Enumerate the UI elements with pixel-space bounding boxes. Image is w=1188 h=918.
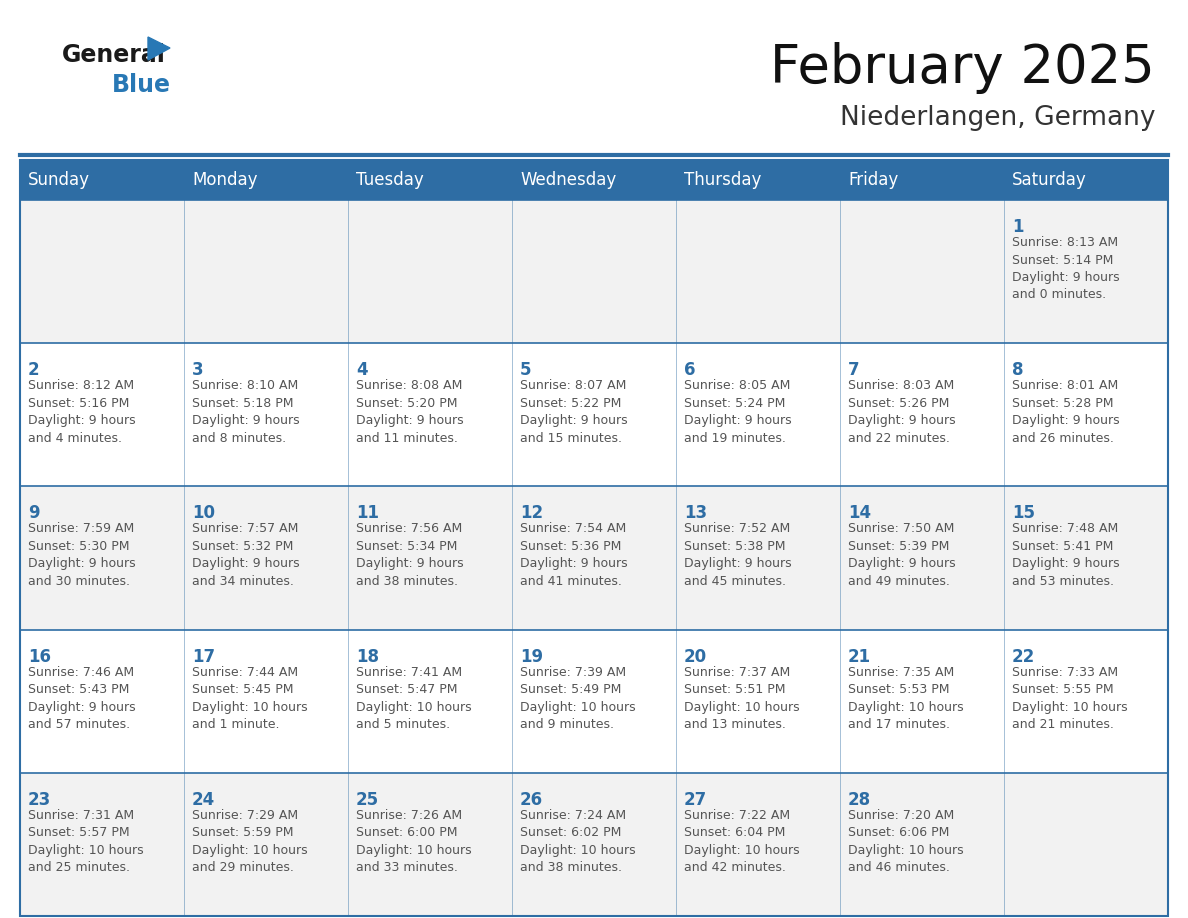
Text: Sunrise: 8:13 AM
Sunset: 5:14 PM
Daylight: 9 hours
and 0 minutes.: Sunrise: 8:13 AM Sunset: 5:14 PM Dayligh… bbox=[1012, 236, 1119, 301]
Text: 11: 11 bbox=[356, 504, 379, 522]
Bar bbox=[20, 160, 1168, 200]
Text: Friday: Friday bbox=[848, 171, 898, 189]
Text: Sunrise: 7:31 AM
Sunset: 5:57 PM
Daylight: 10 hours
and 25 minutes.: Sunrise: 7:31 AM Sunset: 5:57 PM Dayligh… bbox=[29, 809, 144, 874]
Text: Sunrise: 7:35 AM
Sunset: 5:53 PM
Daylight: 10 hours
and 17 minutes.: Sunrise: 7:35 AM Sunset: 5:53 PM Dayligh… bbox=[848, 666, 963, 731]
Text: 9: 9 bbox=[29, 504, 39, 522]
Text: 1: 1 bbox=[1012, 218, 1024, 236]
Text: 14: 14 bbox=[848, 504, 871, 522]
Bar bbox=[20, 160, 1168, 916]
Text: Sunrise: 7:20 AM
Sunset: 6:06 PM
Daylight: 10 hours
and 46 minutes.: Sunrise: 7:20 AM Sunset: 6:06 PM Dayligh… bbox=[848, 809, 963, 874]
Text: Sunrise: 7:54 AM
Sunset: 5:36 PM
Daylight: 9 hours
and 41 minutes.: Sunrise: 7:54 AM Sunset: 5:36 PM Dayligh… bbox=[520, 522, 627, 588]
Text: 3: 3 bbox=[192, 361, 203, 379]
Text: 28: 28 bbox=[848, 790, 871, 809]
Text: Sunrise: 7:33 AM
Sunset: 5:55 PM
Daylight: 10 hours
and 21 minutes.: Sunrise: 7:33 AM Sunset: 5:55 PM Dayligh… bbox=[1012, 666, 1127, 731]
Text: 5: 5 bbox=[520, 361, 531, 379]
Text: 23: 23 bbox=[29, 790, 51, 809]
Text: Sunday: Sunday bbox=[29, 171, 90, 189]
Text: 7: 7 bbox=[848, 361, 860, 379]
Text: Sunrise: 8:07 AM
Sunset: 5:22 PM
Daylight: 9 hours
and 15 minutes.: Sunrise: 8:07 AM Sunset: 5:22 PM Dayligh… bbox=[520, 379, 627, 444]
Text: Sunrise: 7:22 AM
Sunset: 6:04 PM
Daylight: 10 hours
and 42 minutes.: Sunrise: 7:22 AM Sunset: 6:04 PM Dayligh… bbox=[684, 809, 800, 874]
Bar bbox=[20, 343, 1168, 487]
Text: 15: 15 bbox=[1012, 504, 1035, 522]
Bar bbox=[20, 630, 1168, 773]
Text: 13: 13 bbox=[684, 504, 707, 522]
Text: Saturday: Saturday bbox=[1012, 171, 1087, 189]
Text: 26: 26 bbox=[520, 790, 543, 809]
Text: Sunrise: 7:29 AM
Sunset: 5:59 PM
Daylight: 10 hours
and 29 minutes.: Sunrise: 7:29 AM Sunset: 5:59 PM Dayligh… bbox=[192, 809, 308, 874]
Text: 17: 17 bbox=[192, 647, 215, 666]
Text: 8: 8 bbox=[1012, 361, 1024, 379]
Text: Sunrise: 7:57 AM
Sunset: 5:32 PM
Daylight: 9 hours
and 34 minutes.: Sunrise: 7:57 AM Sunset: 5:32 PM Dayligh… bbox=[192, 522, 299, 588]
Text: Sunrise: 7:41 AM
Sunset: 5:47 PM
Daylight: 10 hours
and 5 minutes.: Sunrise: 7:41 AM Sunset: 5:47 PM Dayligh… bbox=[356, 666, 472, 731]
Text: Sunrise: 8:05 AM
Sunset: 5:24 PM
Daylight: 9 hours
and 19 minutes.: Sunrise: 8:05 AM Sunset: 5:24 PM Dayligh… bbox=[684, 379, 791, 444]
Text: Monday: Monday bbox=[192, 171, 258, 189]
Text: Niederlangen, Germany: Niederlangen, Germany bbox=[840, 105, 1155, 131]
Bar bbox=[20, 773, 1168, 916]
Text: Sunrise: 7:39 AM
Sunset: 5:49 PM
Daylight: 10 hours
and 9 minutes.: Sunrise: 7:39 AM Sunset: 5:49 PM Dayligh… bbox=[520, 666, 636, 731]
Text: Blue: Blue bbox=[112, 73, 171, 97]
Text: 21: 21 bbox=[848, 647, 871, 666]
Text: Sunrise: 7:48 AM
Sunset: 5:41 PM
Daylight: 9 hours
and 53 minutes.: Sunrise: 7:48 AM Sunset: 5:41 PM Dayligh… bbox=[1012, 522, 1119, 588]
Text: 24: 24 bbox=[192, 790, 215, 809]
Text: 12: 12 bbox=[520, 504, 543, 522]
Text: Sunrise: 7:50 AM
Sunset: 5:39 PM
Daylight: 9 hours
and 49 minutes.: Sunrise: 7:50 AM Sunset: 5:39 PM Dayligh… bbox=[848, 522, 955, 588]
Text: Sunrise: 7:26 AM
Sunset: 6:00 PM
Daylight: 10 hours
and 33 minutes.: Sunrise: 7:26 AM Sunset: 6:00 PM Dayligh… bbox=[356, 809, 472, 874]
Text: Sunrise: 7:24 AM
Sunset: 6:02 PM
Daylight: 10 hours
and 38 minutes.: Sunrise: 7:24 AM Sunset: 6:02 PM Dayligh… bbox=[520, 809, 636, 874]
Bar bbox=[20, 487, 1168, 630]
Polygon shape bbox=[148, 37, 170, 60]
Text: 19: 19 bbox=[520, 647, 543, 666]
Text: 6: 6 bbox=[684, 361, 695, 379]
Text: Sunrise: 7:46 AM
Sunset: 5:43 PM
Daylight: 9 hours
and 57 minutes.: Sunrise: 7:46 AM Sunset: 5:43 PM Dayligh… bbox=[29, 666, 135, 731]
Text: Sunrise: 8:12 AM
Sunset: 5:16 PM
Daylight: 9 hours
and 4 minutes.: Sunrise: 8:12 AM Sunset: 5:16 PM Dayligh… bbox=[29, 379, 135, 444]
Text: Sunrise: 7:59 AM
Sunset: 5:30 PM
Daylight: 9 hours
and 30 minutes.: Sunrise: 7:59 AM Sunset: 5:30 PM Dayligh… bbox=[29, 522, 135, 588]
Text: 20: 20 bbox=[684, 647, 707, 666]
Bar bbox=[20, 200, 1168, 343]
Text: 16: 16 bbox=[29, 647, 51, 666]
Text: 2: 2 bbox=[29, 361, 39, 379]
Text: Sunrise: 8:03 AM
Sunset: 5:26 PM
Daylight: 9 hours
and 22 minutes.: Sunrise: 8:03 AM Sunset: 5:26 PM Dayligh… bbox=[848, 379, 955, 444]
Text: Sunrise: 7:37 AM
Sunset: 5:51 PM
Daylight: 10 hours
and 13 minutes.: Sunrise: 7:37 AM Sunset: 5:51 PM Dayligh… bbox=[684, 666, 800, 731]
Text: 10: 10 bbox=[192, 504, 215, 522]
Text: Thursday: Thursday bbox=[684, 171, 762, 189]
Text: Sunrise: 8:10 AM
Sunset: 5:18 PM
Daylight: 9 hours
and 8 minutes.: Sunrise: 8:10 AM Sunset: 5:18 PM Dayligh… bbox=[192, 379, 299, 444]
Text: 4: 4 bbox=[356, 361, 367, 379]
Text: 27: 27 bbox=[684, 790, 707, 809]
Text: February 2025: February 2025 bbox=[770, 42, 1155, 94]
Text: 25: 25 bbox=[356, 790, 379, 809]
Text: Tuesday: Tuesday bbox=[356, 171, 424, 189]
Text: Sunrise: 8:01 AM
Sunset: 5:28 PM
Daylight: 9 hours
and 26 minutes.: Sunrise: 8:01 AM Sunset: 5:28 PM Dayligh… bbox=[1012, 379, 1119, 444]
Text: Sunrise: 7:56 AM
Sunset: 5:34 PM
Daylight: 9 hours
and 38 minutes.: Sunrise: 7:56 AM Sunset: 5:34 PM Dayligh… bbox=[356, 522, 463, 588]
Text: General: General bbox=[62, 43, 166, 67]
Text: Sunrise: 8:08 AM
Sunset: 5:20 PM
Daylight: 9 hours
and 11 minutes.: Sunrise: 8:08 AM Sunset: 5:20 PM Dayligh… bbox=[356, 379, 463, 444]
Text: 22: 22 bbox=[1012, 647, 1035, 666]
Text: Sunrise: 7:52 AM
Sunset: 5:38 PM
Daylight: 9 hours
and 45 minutes.: Sunrise: 7:52 AM Sunset: 5:38 PM Dayligh… bbox=[684, 522, 791, 588]
Text: Wednesday: Wednesday bbox=[520, 171, 617, 189]
Text: Sunrise: 7:44 AM
Sunset: 5:45 PM
Daylight: 10 hours
and 1 minute.: Sunrise: 7:44 AM Sunset: 5:45 PM Dayligh… bbox=[192, 666, 308, 731]
Text: 18: 18 bbox=[356, 647, 379, 666]
